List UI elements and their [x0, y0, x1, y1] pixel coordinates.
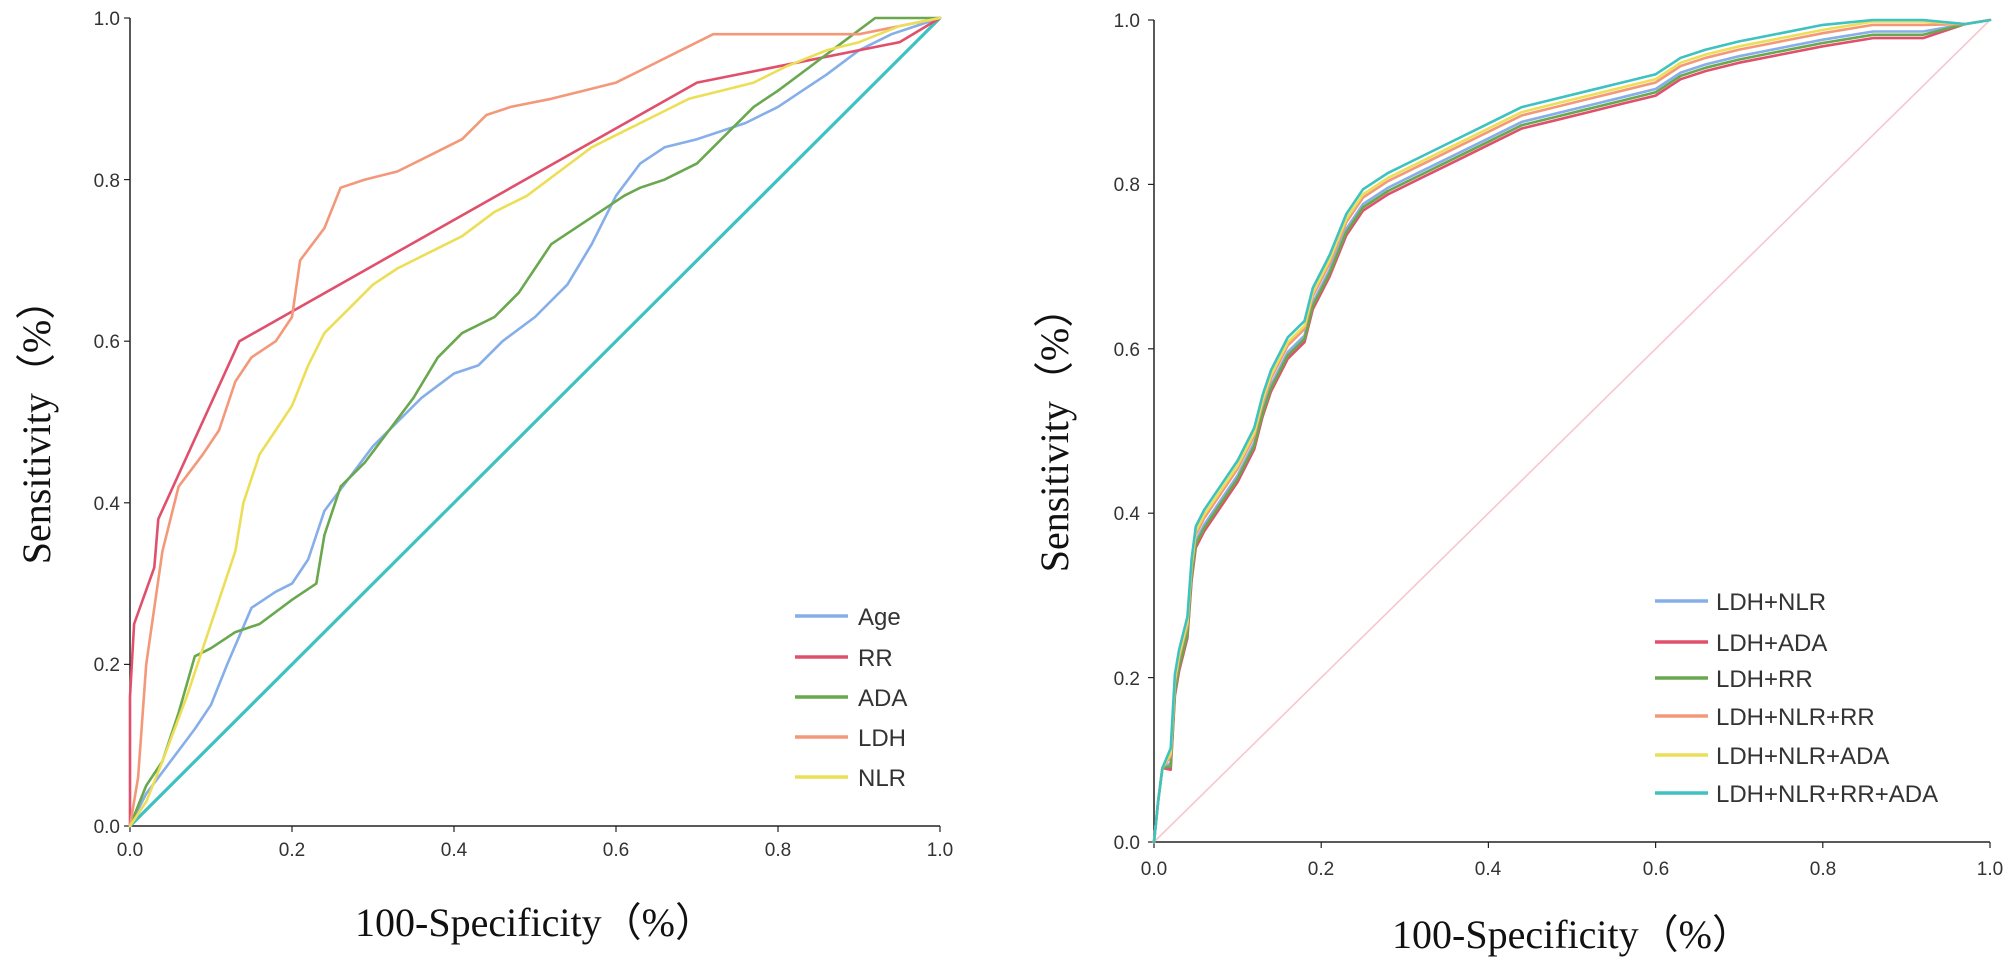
x-tick-label: 0.2 — [279, 840, 305, 861]
legend-label-ada: ADA — [858, 685, 907, 712]
y-tick-label: 0.8 — [94, 171, 120, 192]
series-line-age — [128, 16, 942, 828]
y-tick-labels: 0.0 0.2 0.4 0.6 0.8 1.0 — [94, 9, 121, 838]
x-tick-label: 0.8 — [765, 840, 791, 861]
x-tick-label: 0.6 — [603, 840, 629, 861]
roc-chart-right: 0.0 0.2 0.4 0.6 0.8 1.0 0.0 0.2 0.4 0.6 … — [1032, 11, 2003, 957]
x-tick-label: 0.8 — [1810, 859, 1836, 880]
legend-label-ldh-nlr-rr: LDH+NLR+RR — [1716, 704, 1875, 731]
y-tick-label: 1.0 — [1114, 11, 1140, 32]
series-line-nlr — [128, 16, 942, 828]
y-tick-label: 0.0 — [1114, 833, 1140, 854]
x-tick-label: 1.0 — [1977, 859, 2003, 880]
x-tick-labels: 0.0 0.2 0.4 0.6 0.8 1.0 — [117, 840, 953, 861]
y-tick-label: 1.0 — [94, 9, 120, 30]
y-tick-labels: 0.0 0.2 0.4 0.6 0.8 1.0 — [1114, 11, 1141, 854]
x-tick-label: 1.0 — [927, 840, 953, 861]
tick-marks — [124, 17, 941, 832]
reference-line — [1153, 19, 1991, 843]
legend-label-nlr: NLR — [858, 765, 906, 792]
x-tick-label: 0.2 — [1308, 859, 1334, 880]
y-tick-label: 0.2 — [94, 655, 120, 676]
series-line-ldh-nlr-rr-ada — [1152, 18, 1992, 844]
x-tick-label: 0.4 — [1475, 859, 1502, 880]
legend-label-ldh-nlr-rr-ada: LDH+NLR+RR+ADA — [1716, 781, 1938, 808]
x-tick-label: 0.0 — [1141, 859, 1167, 880]
y-tick-label: 0.6 — [1114, 340, 1140, 361]
legend-label-rr: RR — [858, 645, 893, 672]
legend-label-ldh-rr: LDH+RR — [1716, 666, 1813, 693]
x-tick-labels: 0.0 0.2 0.4 0.6 0.8 1.0 — [1141, 859, 2003, 880]
legend-label-ldh-nlr: LDH+NLR — [1716, 589, 1826, 616]
y-tick-label: 0.0 — [94, 817, 120, 838]
y-tick-label: 0.8 — [1114, 175, 1140, 196]
legend: LDH+NLR LDH+ADA LDH+RR LDH+NLR+RR LDH+NL… — [1655, 589, 1938, 808]
series-lines — [1148, 18, 1992, 848]
legend-label-ldh: LDH — [858, 725, 906, 752]
legend-label-ldh-ada: LDH+ADA — [1716, 630, 1827, 657]
series-line-rr — [128, 16, 942, 828]
y-axis-title: Sensitivity（%） — [1032, 288, 1077, 572]
series-line-ada — [128, 16, 942, 828]
y-axis-title: Sensitivity（%） — [14, 280, 59, 564]
legend-label-ldh-nlr-ada: LDH+NLR+ADA — [1716, 743, 1889, 770]
y-tick-label: 0.4 — [94, 494, 121, 515]
x-tick-label: 0.0 — [117, 840, 143, 861]
roc-chart-left: 0.0 0.2 0.4 0.6 0.8 1.0 0.0 0.2 0.4 0.6 … — [14, 9, 953, 945]
x-axis-title: 100-Specificity（%） — [355, 900, 715, 945]
y-tick-label: 0.2 — [1114, 669, 1140, 690]
legend: Age RR ADA LDH NLR — [795, 604, 907, 792]
y-tick-label: 0.4 — [1114, 504, 1141, 525]
legend-label-age: Age — [858, 604, 901, 631]
reference-line — [128, 16, 942, 828]
x-tick-label: 0.4 — [441, 840, 468, 861]
series-line-ldh — [128, 16, 942, 828]
x-axis-title: 100-Specificity（%） — [1392, 912, 1752, 957]
y-tick-label: 0.6 — [94, 332, 120, 353]
series-lines — [124, 16, 942, 832]
x-tick-label: 0.6 — [1643, 859, 1669, 880]
